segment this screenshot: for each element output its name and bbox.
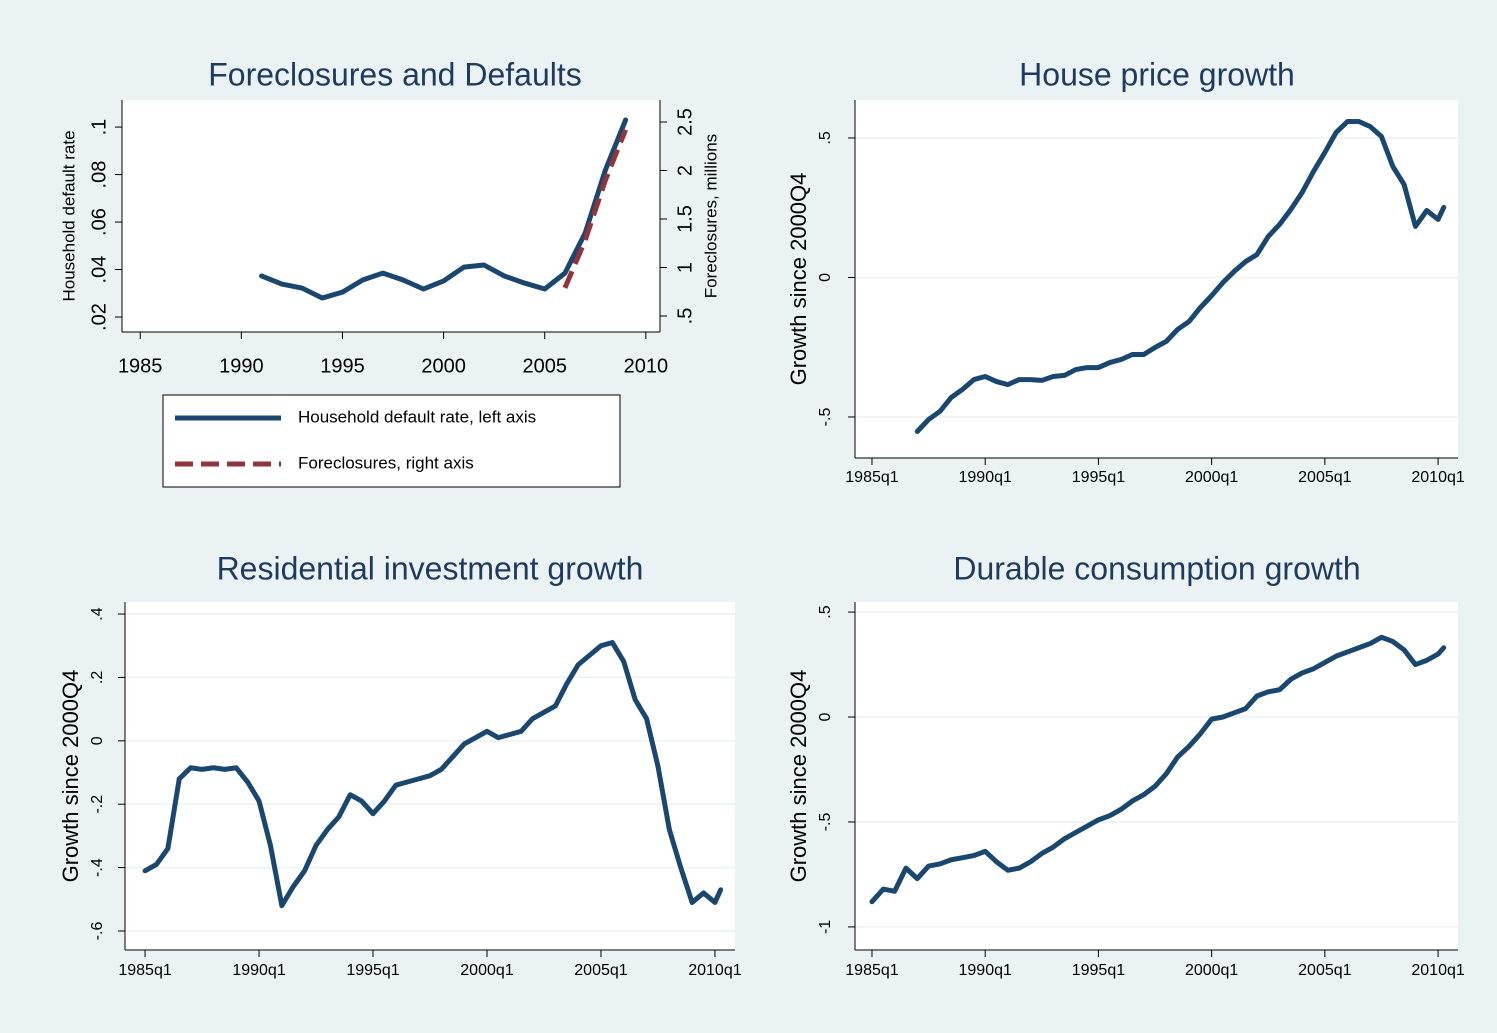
plot-area [122,100,660,332]
x-tick-label: 2000q1 [1185,962,1238,979]
x-tick-label: 1990 [219,355,264,377]
y-tick-label: .4 [89,607,106,620]
y-tick-label: .1 [88,119,110,136]
y-tick-label: -.6 [89,922,106,941]
legend-label: Foreclosures, right axis [298,453,474,472]
chart-title: Durable consumption growth [953,550,1360,586]
y-tick-label: 1.5 [674,205,696,233]
chart-title: Foreclosures and Defaults [208,56,582,92]
x-tick-label: 1985q1 [845,962,898,979]
x-tick-label: 2000q1 [460,962,513,979]
y-tick-label: -.5 [817,408,834,427]
y-tick-label: 0 [817,273,834,282]
x-tick-label: 2005q1 [574,962,627,979]
y-axis-title: Growth since 2000Q4 [786,670,811,883]
y-tick-label: .02 [88,303,110,331]
legend-label: Household default rate, left axis [298,407,536,426]
y-axis-title: Growth since 2000Q4 [786,173,811,386]
x-tick-label: 1990q1 [232,962,285,979]
x-tick-label: 1985 [118,355,163,377]
x-tick-label: 1995 [320,355,365,377]
y-tick-label: .5 [817,605,834,618]
y-tick-label: -1 [817,920,834,934]
y-axis-title: Household default rate [59,130,78,301]
series-line [562,128,628,289]
y-tick-label: 2 [674,165,696,176]
y-tick-label: .2 [89,671,106,684]
y-tick-label: 0 [817,712,834,721]
y-tick-label: .06 [88,208,110,236]
y2-axis-title: Foreclosures, millions [701,134,720,298]
legend-box [162,394,621,488]
y-tick-label: -.2 [89,795,106,814]
x-tick-label: 2000 [421,355,466,377]
y-tick-label: .08 [88,161,110,189]
y-tick-label: .04 [88,256,110,284]
y-tick-label: .5 [817,131,834,144]
x-tick-label: 2010 [624,355,669,377]
x-tick-label: 2005q1 [1298,962,1351,979]
x-tick-label: 1995q1 [346,962,399,979]
x-tick-label: 1985q1 [845,469,898,486]
x-tick-label: 2005q1 [1298,469,1351,486]
x-tick-label: 2005 [522,355,567,377]
x-tick-label: 1990q1 [959,962,1012,979]
plot-area [855,602,1458,950]
x-tick-label: 2000q1 [1185,469,1238,486]
y-tick-label: 0 [89,736,106,745]
series-line [869,634,1447,905]
series-line [142,640,724,909]
y-tick-label: .5 [674,308,696,325]
chart-title: House price growth [1019,56,1295,92]
x-tick-label: 2010q1 [688,962,741,979]
x-tick-label: 1995q1 [1072,962,1125,979]
chart-title: Residential investment growth [217,550,644,586]
series-line [914,118,1447,434]
y-tick-label: -.4 [89,858,106,877]
x-tick-label: 2010q1 [1411,962,1464,979]
series-line [259,117,629,301]
x-tick-label: 1995q1 [1072,469,1125,486]
y-axis-title: Growth since 2000Q4 [58,670,83,883]
plot-area [855,100,1458,458]
y-tick-label: 2.5 [674,108,696,136]
y-tick-label: 1 [674,262,696,273]
y-tick-label: -.5 [817,813,834,832]
x-tick-label: 1985q1 [118,962,171,979]
x-tick-label: 2010q1 [1411,469,1464,486]
x-tick-label: 1990q1 [959,469,1012,486]
